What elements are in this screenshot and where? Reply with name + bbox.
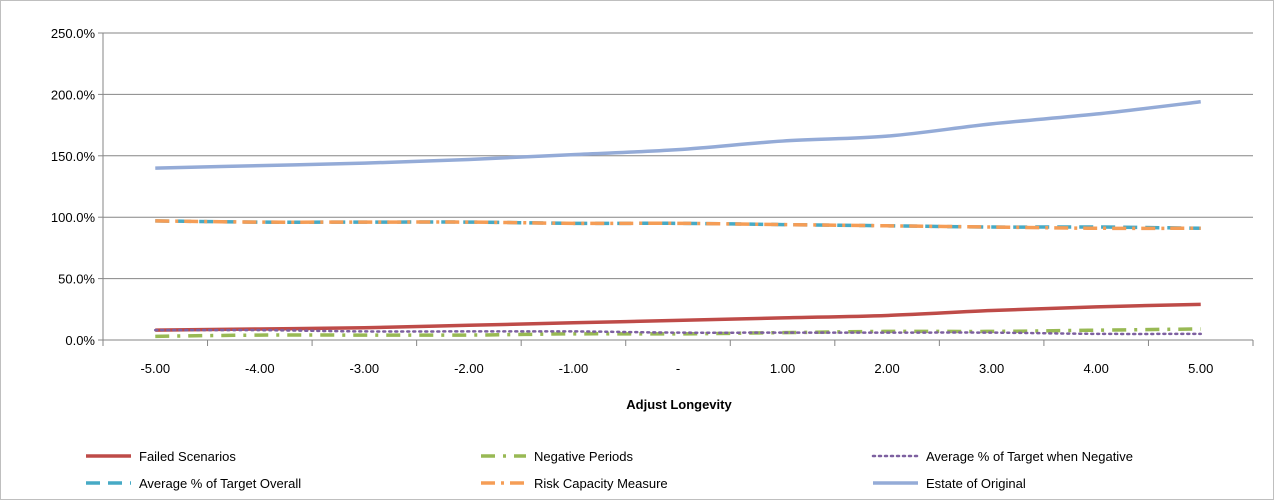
legend: Failed Scenarios Negative Periods Average … — [86, 449, 1133, 491]
x-tick-label: 1.00 — [770, 361, 795, 376]
series-lines — [154, 100, 1202, 339]
legend-label-4: Risk Capacity Measure — [534, 476, 668, 491]
x-tick-label: 4.00 — [1084, 361, 1109, 376]
legend-label-3: Average % of Target Overall — [139, 476, 301, 491]
y-tick-label: 100.0% — [51, 210, 96, 225]
legend-label-2: Average % of Target when Negative — [926, 449, 1133, 464]
series-line-1 — [155, 327, 1201, 339]
y-tick-label: 250.0% — [51, 26, 96, 41]
x-axis-ticks: -5.00 -4.00 -3.00 -2.00 -1.00-1.00 2.00 3.00 4.… — [140, 361, 1213, 376]
series-line-0 — [155, 302, 1201, 332]
x-tick-label: -3.00 — [350, 361, 380, 376]
x-tick-label: 3.00 — [979, 361, 1004, 376]
x-tick-label: -4.00 — [245, 361, 275, 376]
y-tick-label: 0.0% — [65, 333, 95, 348]
legend-label-5: Estate of Original — [926, 476, 1026, 491]
series-line-4 — [155, 219, 1201, 231]
series-line-5 — [155, 100, 1201, 170]
y-axis-ticks: 0.0% 50.0% 100.0% 150.0% 200.0% 250.0% — [51, 26, 96, 348]
x-tick-label: -2.00 — [454, 361, 484, 376]
y-tick-label: 50.0% — [58, 272, 95, 287]
x-tick-label: -5.00 — [140, 361, 170, 376]
y-tick-label: 200.0% — [51, 87, 96, 102]
series-line-2 — [154, 328, 1202, 336]
legend-label-0: Failed Scenarios — [139, 449, 236, 464]
legend-label-1: Negative Periods — [534, 449, 633, 464]
x-axis-title: Adjust Longevity — [626, 397, 732, 412]
x-tick-label: 5.00 — [1188, 361, 1213, 376]
x-tick-label: 2.00 — [874, 361, 899, 376]
y-tick-label: 150.0% — [51, 149, 96, 164]
x-tick-label: -1.00 — [559, 361, 589, 376]
x-tick-label: - — [676, 361, 680, 376]
gridlines — [98, 32, 1254, 346]
